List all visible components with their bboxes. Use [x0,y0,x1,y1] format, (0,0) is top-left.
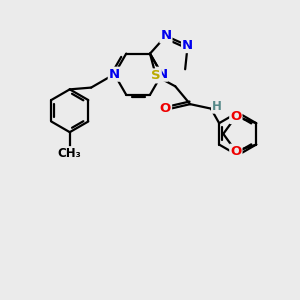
Text: N: N [109,68,120,81]
Text: N: N [156,68,167,81]
Text: O: O [230,145,242,158]
Text: H: H [212,100,222,113]
Text: CH₃: CH₃ [58,147,82,160]
Text: O: O [160,102,171,115]
Text: S: S [151,69,161,82]
Text: N: N [182,39,193,52]
Text: O: O [230,110,242,123]
Text: N: N [160,29,172,42]
